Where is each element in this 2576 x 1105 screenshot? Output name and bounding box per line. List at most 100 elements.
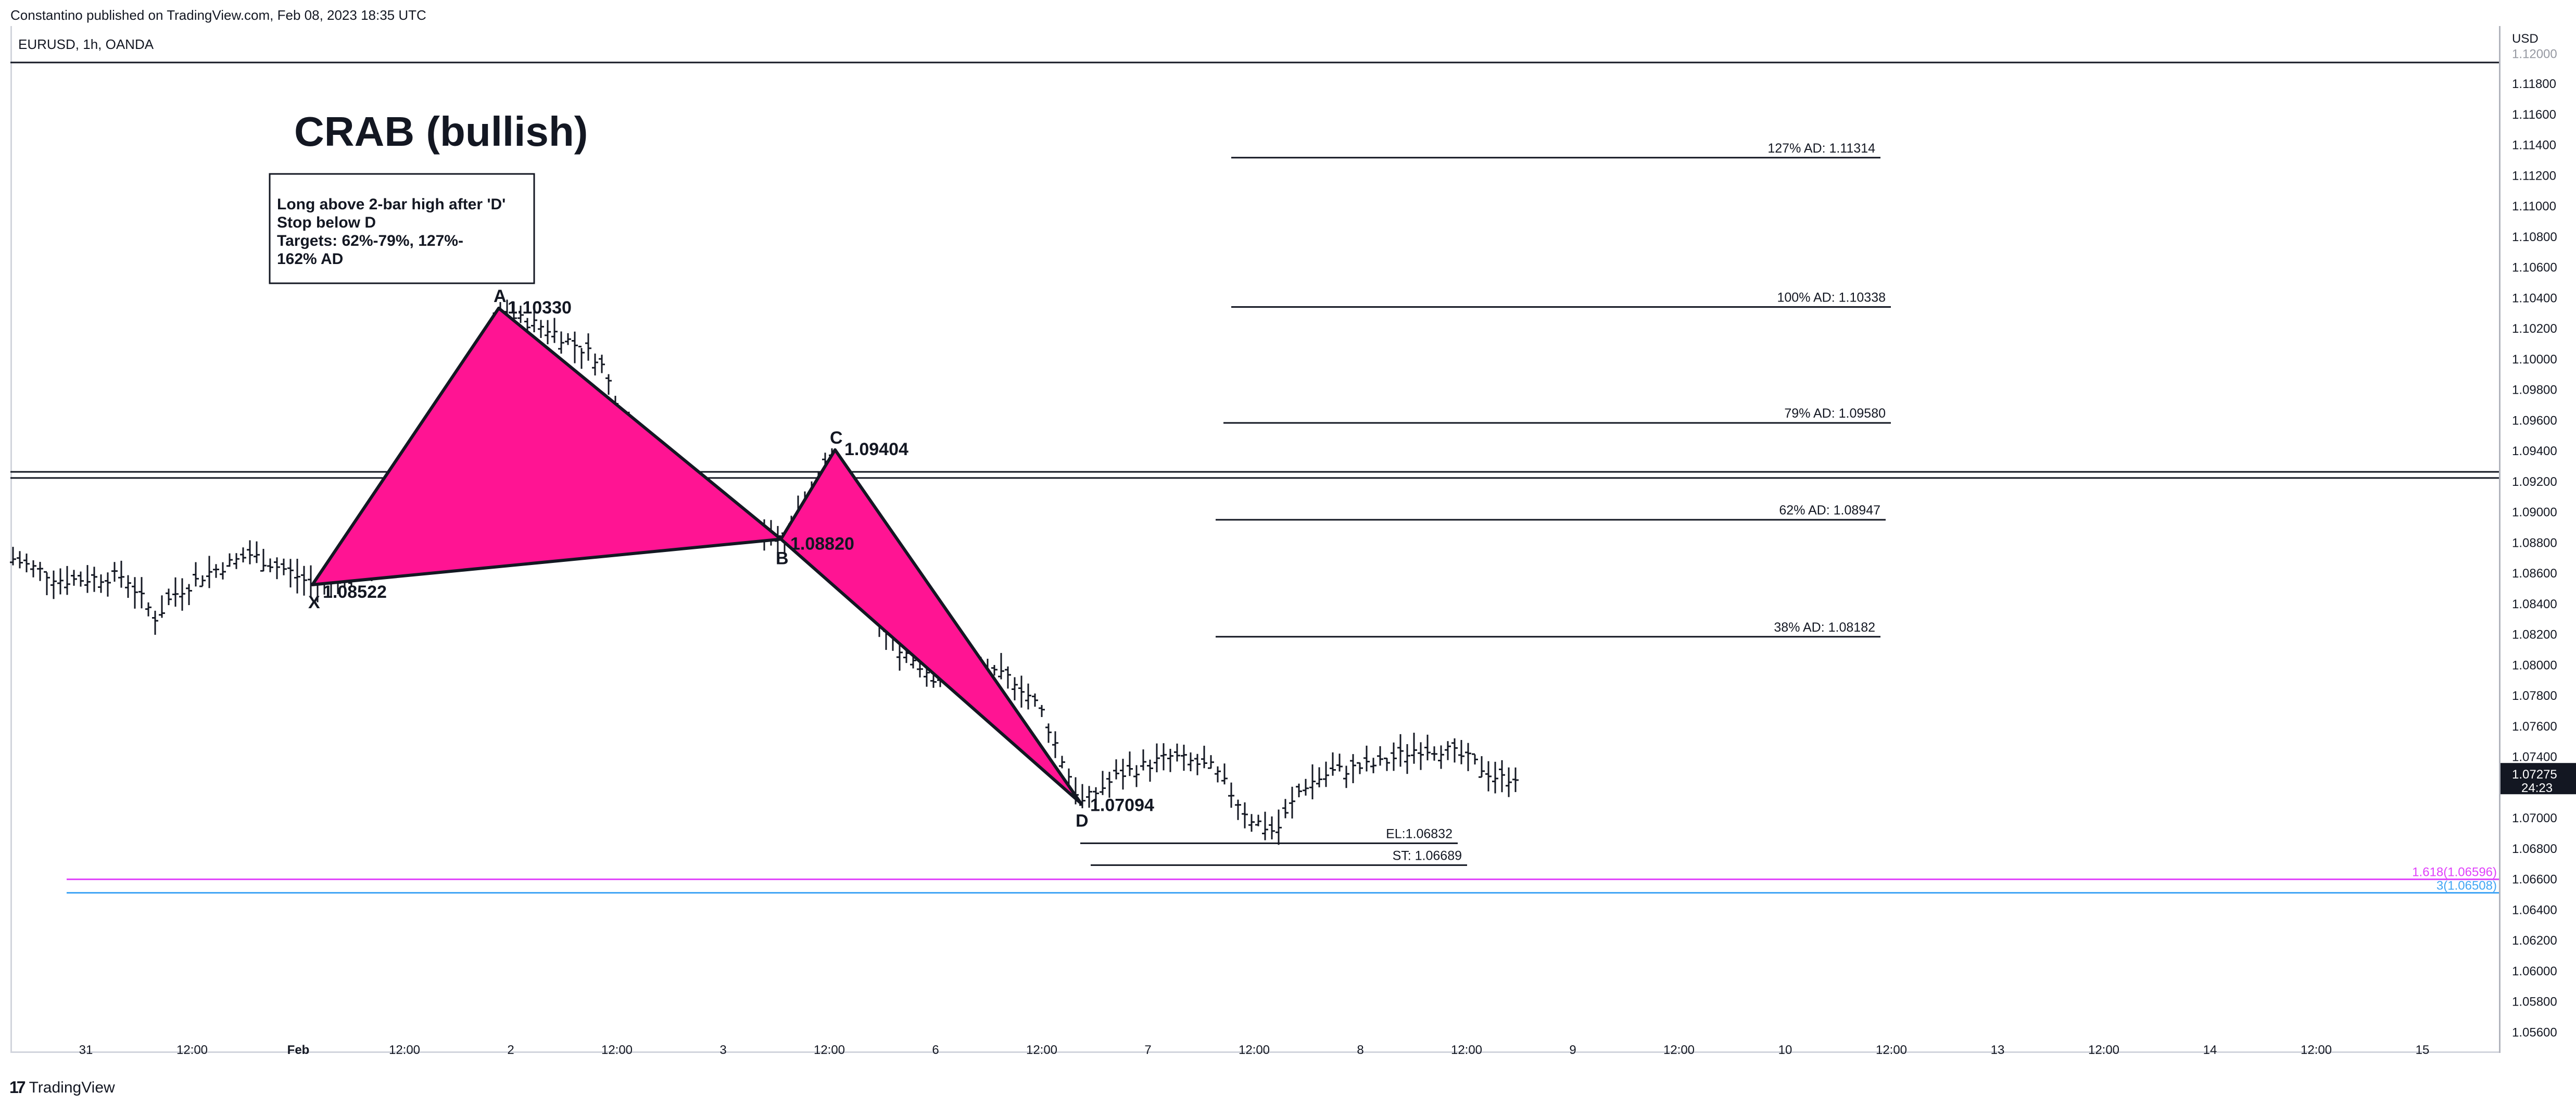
pattern-triangle-xab [311, 306, 782, 586]
price-bar [599, 355, 605, 373]
price-bar [125, 575, 131, 598]
time-axis[interactable]: 31 12:00 Feb 12:00 2 12:00 3 12:00 6 12:00 7 12:00 8… [10, 1037, 2499, 1064]
time-tick: 13 [1991, 1043, 2005, 1057]
price-bar [558, 331, 564, 354]
price-bar [1458, 740, 1464, 764]
price-bar [930, 675, 937, 688]
price-bar [1350, 754, 1356, 783]
time-tick: 12:00 [1663, 1043, 1695, 1057]
price-bar [1194, 754, 1201, 775]
price-bar [924, 667, 930, 687]
target-label: 127% AD: 1.11314 [1767, 141, 1875, 156]
price-bar [220, 562, 226, 580]
price-bar [1289, 786, 1295, 819]
currency-label: USD [2512, 32, 2539, 46]
price-axis[interactable]: USD 1.12000 1.11800 1.11600 1.11400 1.11200 1… [2499, 26, 2576, 1053]
price-bar [1154, 743, 1160, 773]
price-tick: 1.08600 [2512, 567, 2557, 581]
price-bar [1052, 731, 1058, 758]
price-bar [44, 571, 50, 595]
price-tick: 1.10400 [2512, 291, 2557, 305]
price-bar [1431, 746, 1437, 761]
price-bar [1032, 693, 1038, 707]
price-bar [1424, 734, 1431, 761]
price-bar [1445, 741, 1451, 760]
price-axis-scale: USD 1.12000 1.11800 1.11600 1.11400 1.11200 1… [2501, 32, 2576, 1039]
pattern-triangle-bcd [779, 448, 1082, 805]
price-bar [1404, 744, 1410, 774]
time-axis-scale: 31 12:00 Feb 12:00 2 12:00 3 12:00 6 12:00 7 12:00 8… [79, 1043, 2430, 1057]
time-tick: 12:00 [389, 1043, 420, 1057]
price-bar [1384, 757, 1390, 771]
price-bar [517, 305, 524, 323]
price-bar [1262, 811, 1268, 840]
price-bar [1012, 677, 1018, 700]
time-tick: 10 [1778, 1043, 1792, 1057]
target-label: 38% AD: 1.08182 [1774, 620, 1875, 635]
price-bar [1370, 758, 1377, 773]
chart-pane[interactable] [10, 26, 2499, 1053]
price-bar [1472, 753, 1478, 765]
price-bar [1506, 767, 1512, 797]
price-bar [1343, 765, 1349, 788]
price-tick: 1.05600 [2512, 1025, 2557, 1039]
price-bar [138, 577, 145, 609]
time-tick: 12:00 [601, 1043, 633, 1057]
time-tick: 15 [2416, 1043, 2430, 1057]
price-tick: 1.08400 [2512, 597, 2557, 611]
price-bar [1106, 772, 1113, 798]
last-price-value: 1.07275 [2512, 768, 2557, 782]
price-bar [917, 662, 923, 677]
tradingview-mark-icon: 17 [9, 1078, 26, 1097]
note-line: Stop below D [277, 214, 376, 231]
target-levels: 127% AD: 1.11314 100% AD: 1.10338 79% AD: … [1080, 141, 1891, 866]
price-bar [1323, 761, 1329, 787]
symbol-legend[interactable]: EURUSD, 1h, OANDA [18, 36, 154, 52]
price-bar [30, 560, 36, 577]
point-c-price: 1.09404 [844, 440, 908, 459]
price-bar [1181, 745, 1187, 771]
price-bar [1113, 759, 1119, 780]
price-tick: 1.09400 [2512, 444, 2557, 458]
price-bar [585, 333, 591, 361]
price-bar [1174, 743, 1180, 762]
time-tick: 12:00 [176, 1043, 208, 1057]
target-label: 62% AD: 1.08947 [1779, 503, 1880, 518]
price-bar [1330, 752, 1336, 776]
price-tick: 1.07600 [2512, 720, 2557, 734]
price-bar [166, 588, 172, 606]
price-bar [37, 562, 43, 581]
price-bar [240, 547, 246, 563]
price-bar [1160, 743, 1167, 771]
price-bar [287, 559, 294, 588]
time-tick: Feb [287, 1043, 310, 1057]
point-x-letter: X [308, 593, 320, 612]
price-bar [1133, 765, 1140, 787]
level-label: ST: 1.06689 [1393, 848, 1462, 863]
point-b-letter: B [776, 548, 789, 568]
point-a-letter: A [494, 286, 507, 306]
price-bar [1309, 764, 1316, 799]
time-tick: 12:00 [2088, 1043, 2119, 1057]
target-level: 62% AD: 1.08947 [1216, 503, 1886, 521]
price-bar [159, 595, 165, 618]
price-bar [260, 549, 267, 572]
price-tick: 1.12000 [2512, 47, 2557, 61]
price-tick: 1.06800 [2512, 842, 2557, 856]
price-bar [531, 307, 537, 333]
price-bar [1025, 683, 1031, 710]
price-tick: 1.08000 [2512, 658, 2557, 672]
price-bar [274, 557, 280, 580]
time-tick: 9 [1569, 1043, 1576, 1057]
price-tick: 1.08800 [2512, 536, 2557, 550]
price-bar [1363, 745, 1370, 772]
price-bar [1201, 746, 1207, 769]
tradingview-logo[interactable]: 17 TradingView [9, 1078, 115, 1097]
fib-3-label: 3(1.06508) [2436, 879, 2497, 893]
note-line: Targets: 62%-79%, 127%- [277, 232, 463, 249]
target-label: 100% AD: 1.10338 [1777, 290, 1886, 305]
price-bar [1276, 809, 1282, 845]
price-bar [213, 564, 219, 578]
price-tick: 1.10000 [2512, 353, 2557, 367]
